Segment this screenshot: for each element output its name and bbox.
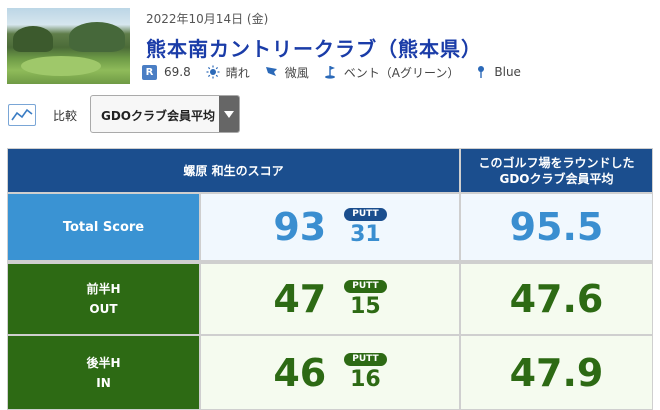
front-putt-value: 15: [350, 293, 381, 319]
back-half-score-cell: 46 PUTT 16: [201, 336, 459, 409]
header-average: このゴルフ場をラウンドした GDOクラブ会員平均: [461, 149, 652, 192]
compare-selected-value: GDOクラブ会員平均: [101, 109, 216, 123]
header-player-score: 螺原 和生のスコア: [8, 149, 459, 192]
total-score-value: 93: [273, 205, 327, 249]
green-flag-icon: [323, 64, 339, 80]
chevron-down-icon[interactable]: [219, 96, 239, 132]
course-thumbnail[interactable]: [7, 8, 130, 84]
putt-badge: PUTT: [344, 207, 387, 221]
chart-icon[interactable]: [8, 104, 36, 126]
compare-select[interactable]: GDOクラブ会員平均: [90, 95, 240, 133]
putt-badge: PUTT: [344, 353, 387, 366]
back-average-value: 47.9: [509, 350, 604, 395]
green-text: ベント（Aグリーン）: [343, 65, 460, 80]
rating-badge-icon: R: [142, 64, 157, 80]
total-score-label: Total Score: [8, 194, 199, 260]
row-sublabel: IN: [96, 375, 111, 390]
front-score-value: 47: [273, 277, 327, 321]
front-average-value: 47.6: [509, 277, 604, 321]
row-label: 前半H: [86, 282, 121, 296]
total-score-cell: 93 PUTT 31: [201, 194, 459, 260]
front-half-score-cell: 47 PUTT 15: [201, 264, 459, 334]
course-title-link[interactable]: 熊本南カントリークラブ（熊本県）: [146, 37, 482, 61]
weather-text: 晴れ: [225, 65, 250, 80]
total-average-cell: 95.5: [461, 194, 652, 260]
row-sublabel: OUT: [89, 302, 118, 316]
putt-badge: PUTT: [344, 279, 387, 293]
course-rating: 69.8: [164, 65, 191, 79]
back-putt-value: 16: [350, 367, 381, 392]
score-table: 螺原 和生のスコア このゴルフ場をラウンドした GDOクラブ会員平均 Total…: [7, 148, 653, 410]
sun-icon: [205, 64, 221, 80]
header-avg-line2: GDOクラブ会員平均: [499, 171, 614, 186]
header-player-label: 螺原 和生のスコア: [183, 163, 284, 178]
row-label: Total Score: [62, 219, 145, 235]
compare-label: 比較: [53, 109, 78, 123]
tee-pin-icon: [473, 64, 489, 80]
round-date: 2022年10月14日 (金): [146, 12, 269, 26]
total-putt-value: 31: [350, 221, 381, 247]
header-avg-line1: このゴルフ場をラウンドした: [478, 155, 635, 170]
total-average-value: 95.5: [509, 205, 604, 249]
front-average-cell: 47.6: [461, 264, 652, 334]
back-half-label: 後半H IN: [8, 336, 199, 409]
row-label: 後半H: [86, 355, 121, 370]
tee-text: Blue: [494, 65, 521, 79]
back-average-cell: 47.9: [461, 336, 652, 409]
front-half-label: 前半H OUT: [8, 264, 199, 334]
course-meta: R 69.8 晴れ 微風 ベント（Aグリーン） Blue: [142, 63, 535, 81]
wind-text: 微風: [284, 65, 309, 80]
back-score-value: 46: [273, 350, 327, 395]
wind-flag-icon: [264, 64, 280, 80]
